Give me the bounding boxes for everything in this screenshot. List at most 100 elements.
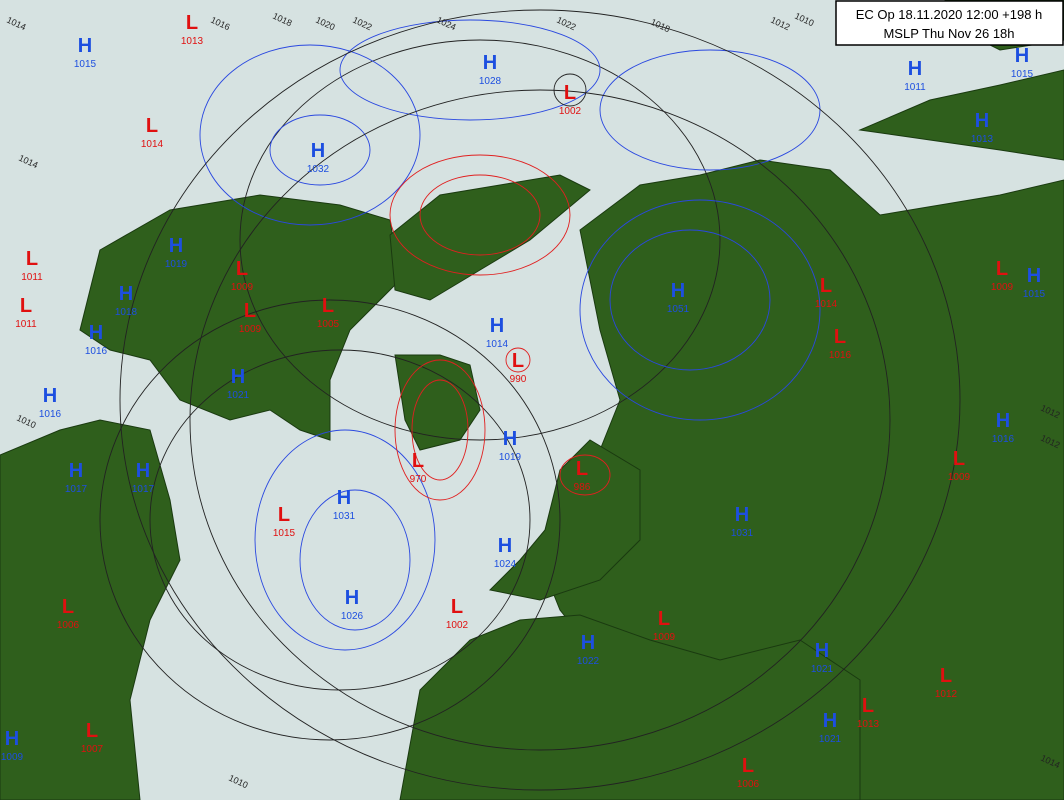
center-symbol: H [69,460,83,482]
center-symbol: H [581,632,595,654]
center-pressure: 1028 [479,76,502,87]
center-symbol: H [823,710,837,732]
center-pressure: 1009 [991,282,1014,293]
center-symbol: H [490,315,504,337]
center-symbol: L [236,258,248,280]
center-pressure: 970 [410,474,427,485]
center-pressure: 1013 [181,36,204,47]
center-pressure: 1022 [577,656,600,667]
center-symbol: H [43,385,57,407]
center-pressure: 1017 [132,484,155,495]
center-symbol: L [146,115,158,137]
center-pressure: 1002 [446,620,469,631]
center-pressure: 1015 [1011,69,1034,80]
center-symbol: L [996,258,1008,280]
center-symbol: H [231,366,245,388]
center-pressure: 1014 [486,339,509,350]
center-pressure: 1007 [81,744,104,755]
center-symbol: H [345,587,359,609]
center-pressure: 1031 [731,528,754,539]
center-symbol: L [820,275,832,297]
center-symbol: L [322,295,334,317]
center-symbol: H [119,283,133,305]
center-pressure: 1021 [227,390,250,401]
center-symbol: H [996,410,1010,432]
center-symbol: H [735,504,749,526]
center-pressure: 1011 [15,319,37,330]
center-symbol: H [169,235,183,257]
center-pressure: 1009 [231,282,254,293]
center-pressure: 1021 [811,664,834,675]
center-pressure: 1016 [39,409,62,420]
center-pressure: 1016 [829,350,852,361]
center-symbol: L [834,326,846,348]
center-symbol: L [742,755,754,777]
center-symbol: L [244,300,256,322]
center-pressure: 1014 [815,299,838,310]
center-symbol: L [278,504,290,526]
center-symbol: H [908,58,922,80]
center-pressure: 1024 [494,559,517,570]
center-pressure: 1002 [559,106,582,117]
center-symbol: H [1027,265,1041,287]
center-pressure: 1015 [1023,289,1046,300]
center-pressure: 1015 [273,528,296,539]
center-symbol: L [953,448,965,470]
center-pressure: 1051 [667,304,690,315]
center-pressure: 1009 [239,324,262,335]
center-pressure: 1013 [971,134,994,145]
center-symbol: L [20,295,32,317]
center-symbol: H [483,52,497,74]
center-pressure: 1006 [737,779,760,790]
center-pressure: 990 [510,374,527,385]
header-background [835,0,1064,46]
center-symbol: H [78,35,92,57]
center-pressure: 1032 [307,164,330,175]
center-symbol: H [815,640,829,662]
center-symbol: L [512,350,524,372]
center-pressure: 1018 [115,307,138,318]
center-pressure: 1012 [935,689,958,700]
center-pressure: 1021 [819,734,842,745]
center-pressure: 1009 [948,472,971,483]
center-pressure: 1031 [333,511,356,522]
center-symbol: H [311,140,325,162]
center-pressure: 1009 [653,632,676,643]
center-pressure: 1013 [857,719,880,730]
center-pressure: 1006 [57,620,80,631]
center-pressure: 1017 [65,484,88,495]
center-pressure: 1009 [1,752,24,763]
header-box: EC Op 18.11.2020 12:00 +198 h MSLP Thu N… [835,0,1064,46]
center-symbol: H [89,322,103,344]
center-symbol: H [136,460,150,482]
center-pressure: 986 [574,482,591,493]
center-pressure: 1016 [85,346,108,357]
center-symbol: L [62,596,74,618]
center-symbol: H [337,487,351,509]
center-pressure: 1026 [341,611,364,622]
center-symbol: L [940,665,952,687]
center-symbol: L [186,12,198,34]
center-pressure: 1016 [992,434,1015,445]
center-symbol: H [498,535,512,557]
center-symbol: L [658,608,670,630]
center-pressure: 1014 [141,139,164,150]
center-symbol: L [86,720,98,742]
center-pressure: 1011 [21,272,43,283]
center-symbol: L [564,82,576,104]
center-symbol: L [412,450,424,472]
center-symbol: H [1015,45,1029,67]
center-symbol: L [26,248,38,270]
center-pressure: 1019 [499,452,522,463]
center-symbol: L [862,695,874,717]
center-pressure: 1011 [904,82,926,93]
center-symbol: H [5,728,19,750]
header-line: MSLP Thu Nov 26 18h [883,26,1014,41]
header-line: EC Op 18.11.2020 12:00 +198 h [856,7,1043,22]
center-symbol: H [671,280,685,302]
center-pressure: 1015 [74,59,97,70]
center-symbol: L [576,458,588,480]
center-symbol: L [451,596,463,618]
